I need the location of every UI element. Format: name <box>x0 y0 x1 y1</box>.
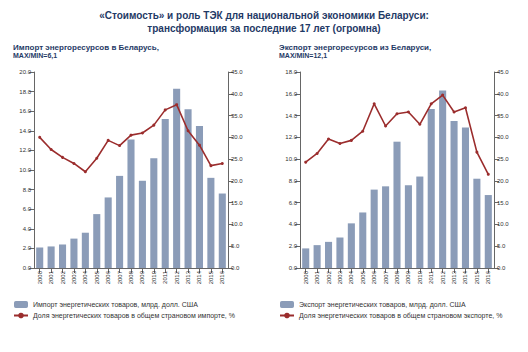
svg-text:8.0: 8.0 <box>23 187 32 193</box>
svg-text:40.0: 40.0 <box>497 91 509 97</box>
svg-text:0.0: 0.0 <box>497 265 506 271</box>
svg-text:2003: 2003 <box>337 270 343 284</box>
svg-text:35.0: 35.0 <box>497 113 509 119</box>
svg-text:5.0: 5.0 <box>497 243 506 249</box>
svg-text:2012: 2012 <box>174 270 180 284</box>
svg-text:2016: 2016 <box>219 270 225 284</box>
svg-text:12.0: 12.0 <box>285 134 297 140</box>
svg-text:2.0: 2.0 <box>289 243 298 249</box>
svg-text:2009: 2009 <box>405 270 411 284</box>
svg-text:2.0: 2.0 <box>23 245 32 251</box>
svg-text:25.0: 25.0 <box>231 156 243 162</box>
svg-text:8.0: 8.0 <box>289 178 298 184</box>
svg-text:2006: 2006 <box>371 270 377 284</box>
svg-text:14.0: 14.0 <box>285 113 297 119</box>
svg-text:20.0: 20.0 <box>497 178 509 184</box>
svg-text:2001: 2001 <box>314 270 320 284</box>
svg-text:4.0: 4.0 <box>23 226 32 232</box>
svg-text:2011: 2011 <box>162 270 168 284</box>
svg-text:2009: 2009 <box>139 270 145 284</box>
svg-text:2015: 2015 <box>208 270 214 284</box>
svg-text:2002: 2002 <box>60 270 66 284</box>
svg-text:MAX/MIN=12,1: MAX/MIN=12,1 <box>279 52 327 60</box>
svg-text:2001: 2001 <box>48 270 54 284</box>
svg-text:2005: 2005 <box>360 270 366 284</box>
svg-text:2000: 2000 <box>303 270 309 284</box>
svg-text:2012: 2012 <box>440 270 446 284</box>
svg-text:30.0: 30.0 <box>231 134 243 140</box>
svg-text:6.0: 6.0 <box>289 200 298 206</box>
svg-text:30.0: 30.0 <box>497 134 509 140</box>
svg-text:Доля энергетических товаров в: Доля энергетических товаров в общем стра… <box>33 312 235 320</box>
svg-text:2002: 2002 <box>326 270 332 284</box>
svg-text:2005: 2005 <box>94 270 100 284</box>
svg-text:18.0: 18.0 <box>19 89 31 95</box>
svg-text:2004: 2004 <box>348 270 354 284</box>
svg-text:5.0: 5.0 <box>231 243 240 249</box>
svg-text:Импорт энергоресурсов в Белару: Импорт энергоресурсов в Беларусь, <box>13 43 159 52</box>
svg-text:12.0: 12.0 <box>19 147 31 153</box>
svg-text:15.0: 15.0 <box>497 200 509 206</box>
svg-text:6.0: 6.0 <box>23 206 32 212</box>
svg-text:20.0: 20.0 <box>19 69 31 75</box>
svg-text:«Стоимость» и роль ТЭК для нац: «Стоимость» и роль ТЭК для национальной … <box>99 10 429 21</box>
svg-text:Экспорт энергоресурсов из Бела: Экспорт энергоресурсов из Беларуси, <box>279 43 431 52</box>
svg-text:2014: 2014 <box>196 270 202 284</box>
svg-text:2006: 2006 <box>105 270 111 284</box>
svg-text:0.0: 0.0 <box>231 265 240 271</box>
svg-text:35.0: 35.0 <box>231 113 243 119</box>
svg-text:трансформация за последние 17: трансформация за последние 17 лет (огром… <box>147 23 380 34</box>
svg-text:16.0: 16.0 <box>285 91 297 97</box>
svg-text:2010: 2010 <box>417 270 423 284</box>
svg-text:2007: 2007 <box>117 270 123 284</box>
svg-text:45.0: 45.0 <box>231 69 243 75</box>
svg-text:2008: 2008 <box>128 270 134 284</box>
svg-text:10.0: 10.0 <box>285 156 297 162</box>
svg-text:2010: 2010 <box>151 270 157 284</box>
svg-text:MAX/MIN=6,1: MAX/MIN=6,1 <box>13 52 57 60</box>
svg-text:10.0: 10.0 <box>497 221 509 227</box>
svg-text:18.0: 18.0 <box>285 69 297 75</box>
svg-text:2013: 2013 <box>451 270 457 284</box>
svg-text:16.0: 16.0 <box>19 108 31 114</box>
svg-text:2011: 2011 <box>428 270 434 284</box>
svg-text:Доля энергетических товаров в: Доля энергетических товаров в общем стра… <box>299 312 502 320</box>
svg-text:25.0: 25.0 <box>497 156 509 162</box>
svg-text:45.0: 45.0 <box>497 69 509 75</box>
svg-text:2013: 2013 <box>185 270 191 284</box>
svg-text:2007: 2007 <box>383 270 389 284</box>
svg-text:4.0: 4.0 <box>289 221 298 227</box>
svg-text:2014: 2014 <box>462 270 468 284</box>
svg-text:2008: 2008 <box>394 270 400 284</box>
svg-text:15.0: 15.0 <box>231 200 243 206</box>
svg-text:Импорт энергетических товаров,: Импорт энергетических товаров, млрд. дол… <box>33 301 198 309</box>
svg-text:2004: 2004 <box>82 270 88 284</box>
svg-text:2016: 2016 <box>485 270 491 284</box>
svg-text:2003: 2003 <box>71 270 77 284</box>
svg-text:0.0: 0.0 <box>289 265 298 271</box>
svg-text:14.0: 14.0 <box>19 128 31 134</box>
svg-text:40.0: 40.0 <box>231 91 243 97</box>
svg-text:10.0: 10.0 <box>231 221 243 227</box>
svg-text:0.0: 0.0 <box>23 265 32 271</box>
svg-text:10.0: 10.0 <box>19 167 31 173</box>
svg-text:20.0: 20.0 <box>231 178 243 184</box>
svg-text:Экспорт энергетических товаров: Экспорт энергетических товаров, млрд. до… <box>299 301 466 309</box>
svg-text:2015: 2015 <box>474 270 480 284</box>
svg-text:2000: 2000 <box>37 270 43 284</box>
